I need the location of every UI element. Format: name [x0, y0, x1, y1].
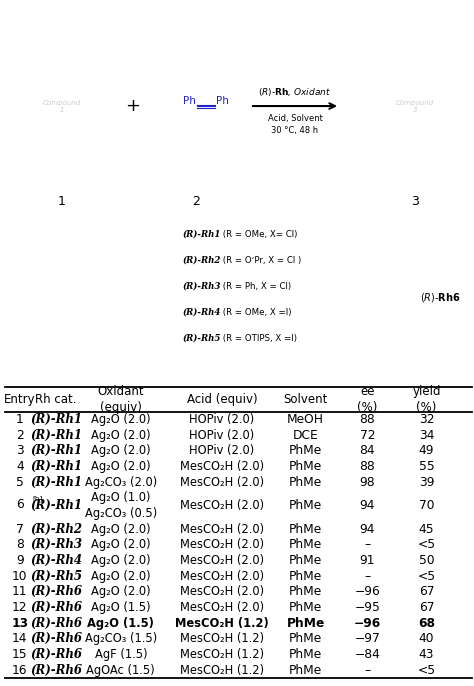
Text: (R)-Rh2: (R)-Rh2 [30, 523, 82, 536]
Text: 67: 67 [419, 601, 434, 614]
Text: 9: 9 [16, 554, 24, 567]
Text: Ag₂O (2.0): Ag₂O (2.0) [91, 413, 151, 426]
Text: 14: 14 [12, 632, 27, 646]
Text: (R)-Rh1: (R)-Rh1 [30, 429, 82, 442]
Text: PhMe: PhMe [289, 445, 322, 458]
Text: (R = Ph, X = Cl): (R = Ph, X = Cl) [220, 282, 291, 291]
Text: (R)-Rh4: (R)-Rh4 [182, 307, 220, 317]
Text: 30 °C, 48 h: 30 °C, 48 h [272, 126, 319, 135]
Text: Ph: Ph [183, 96, 196, 106]
Text: (R = OMe, X =I): (R = OMe, X =I) [220, 307, 292, 317]
Text: Ag₂CO₃ (1.5): Ag₂CO₃ (1.5) [85, 632, 157, 646]
Text: Ag₂O (2.0): Ag₂O (2.0) [91, 523, 151, 536]
Text: PhMe: PhMe [287, 617, 325, 630]
Text: <5: <5 [418, 569, 436, 582]
Text: PhMe: PhMe [289, 475, 322, 488]
Text: PhMe: PhMe [289, 554, 322, 567]
Text: Ag₂O (2.0): Ag₂O (2.0) [91, 539, 151, 552]
Text: 3: 3 [411, 195, 419, 208]
Text: AgOAc (1.5): AgOAc (1.5) [86, 664, 155, 676]
Text: 70: 70 [419, 499, 434, 512]
Text: PhMe: PhMe [289, 632, 322, 646]
Text: 10: 10 [12, 569, 27, 582]
Text: 88: 88 [359, 413, 375, 426]
Text: (R = OTIPS, X =I): (R = OTIPS, X =I) [220, 333, 297, 342]
Text: Ag₂O (1.5): Ag₂O (1.5) [91, 601, 151, 614]
Text: (R)-Rh1: (R)-Rh1 [30, 475, 82, 488]
Text: MeOH: MeOH [287, 413, 324, 426]
Text: Ag₂O (1.0)
Ag₂CO₃ (0.5): Ag₂O (1.0) Ag₂CO₃ (0.5) [85, 491, 157, 520]
Text: MesCO₂H (1.2): MesCO₂H (1.2) [175, 617, 269, 630]
Text: $(R)$-$\mathbf{Rh6}$: $(R)$-$\mathbf{Rh6}$ [419, 291, 460, 304]
Text: 67: 67 [419, 585, 434, 598]
Text: <5: <5 [418, 539, 436, 552]
Text: (R)-Rh1: (R)-Rh1 [182, 230, 220, 239]
Text: HOPiv (2.0): HOPiv (2.0) [189, 429, 255, 442]
Text: 7: 7 [16, 523, 24, 536]
Text: Ag₂O (2.0): Ag₂O (2.0) [91, 460, 151, 473]
Text: MesCO₂H (2.0): MesCO₂H (2.0) [180, 460, 264, 473]
Text: 45: 45 [419, 523, 434, 536]
Text: Ag₂O (2.0): Ag₂O (2.0) [91, 554, 151, 567]
Text: Solvent: Solvent [283, 392, 328, 405]
Text: (R = OMe, X= Cl): (R = OMe, X= Cl) [220, 230, 297, 239]
Text: 8: 8 [16, 539, 24, 552]
Text: –: – [365, 569, 370, 582]
Text: Entry: Entry [4, 392, 36, 405]
Text: (R)-Rh6: (R)-Rh6 [30, 617, 82, 630]
Text: AgF (1.5): AgF (1.5) [94, 648, 147, 661]
Text: [b]: [b] [33, 495, 43, 502]
Text: −96: −96 [354, 617, 381, 630]
Text: MesCO₂H (2.0): MesCO₂H (2.0) [180, 569, 264, 582]
Text: −97: −97 [355, 632, 380, 646]
Text: HOPiv (2.0): HOPiv (2.0) [189, 413, 255, 426]
Text: 13: 13 [11, 617, 28, 630]
Text: 50: 50 [419, 554, 434, 567]
Text: +: + [126, 97, 140, 115]
Text: (R)-Rh1: (R)-Rh1 [30, 499, 82, 512]
Text: HOPiv (2.0): HOPiv (2.0) [189, 445, 255, 458]
Text: PhMe: PhMe [289, 664, 322, 676]
Text: Oxidant
(equiv): Oxidant (equiv) [98, 385, 144, 414]
Text: 16: 16 [12, 664, 27, 676]
Text: 15: 15 [12, 648, 27, 661]
Text: (R)-Rh3: (R)-Rh3 [30, 539, 82, 552]
Text: 2: 2 [192, 195, 200, 208]
Text: 12: 12 [12, 601, 27, 614]
Text: Ag₂CO₃ (2.0): Ag₂CO₃ (2.0) [85, 475, 157, 488]
Text: 40: 40 [419, 632, 434, 646]
Text: MesCO₂H (2.0): MesCO₂H (2.0) [180, 554, 264, 567]
Text: 39: 39 [419, 475, 434, 488]
Text: 1: 1 [58, 195, 66, 208]
Text: MesCO₂H (2.0): MesCO₂H (2.0) [180, 601, 264, 614]
Text: −96: −96 [355, 585, 380, 598]
Text: PhMe: PhMe [289, 648, 322, 661]
Text: MesCO₂H (2.0): MesCO₂H (2.0) [180, 539, 264, 552]
Text: 11: 11 [12, 585, 27, 598]
Text: $(R)$-$\mathbf{Rh}$, Oxidant: $(R)$-$\mathbf{Rh}$, Oxidant [258, 86, 332, 98]
Text: MesCO₂H (2.0): MesCO₂H (2.0) [180, 475, 264, 488]
Text: PhMe: PhMe [289, 539, 322, 552]
Text: –: – [365, 539, 370, 552]
Text: Ag₂O (2.0): Ag₂O (2.0) [91, 569, 151, 582]
Text: 88: 88 [359, 460, 375, 473]
Text: 91: 91 [360, 554, 375, 567]
Text: (R)-Rh5: (R)-Rh5 [182, 333, 220, 342]
Text: 49: 49 [419, 445, 434, 458]
Text: yield
(%): yield (%) [412, 385, 441, 414]
Text: 72: 72 [360, 429, 375, 442]
Text: 94: 94 [360, 523, 375, 536]
Text: (R)-Rh6: (R)-Rh6 [30, 664, 82, 676]
Text: MesCO₂H (2.0): MesCO₂H (2.0) [180, 585, 264, 598]
Text: (R)-Rh6: (R)-Rh6 [30, 601, 82, 614]
Text: Acid (equiv): Acid (equiv) [187, 392, 257, 405]
Text: 6: 6 [16, 497, 24, 510]
Text: MesCO₂H (2.0): MesCO₂H (2.0) [180, 499, 264, 512]
Text: (R)-Rh4: (R)-Rh4 [30, 554, 82, 567]
Text: PhMe: PhMe [289, 460, 322, 473]
Text: (R)-Rh6: (R)-Rh6 [30, 632, 82, 646]
Text: 84: 84 [360, 445, 375, 458]
Text: Ag₂O (2.0): Ag₂O (2.0) [91, 429, 151, 442]
Text: (R)-Rh1: (R)-Rh1 [30, 445, 82, 458]
Text: 1: 1 [16, 413, 24, 426]
